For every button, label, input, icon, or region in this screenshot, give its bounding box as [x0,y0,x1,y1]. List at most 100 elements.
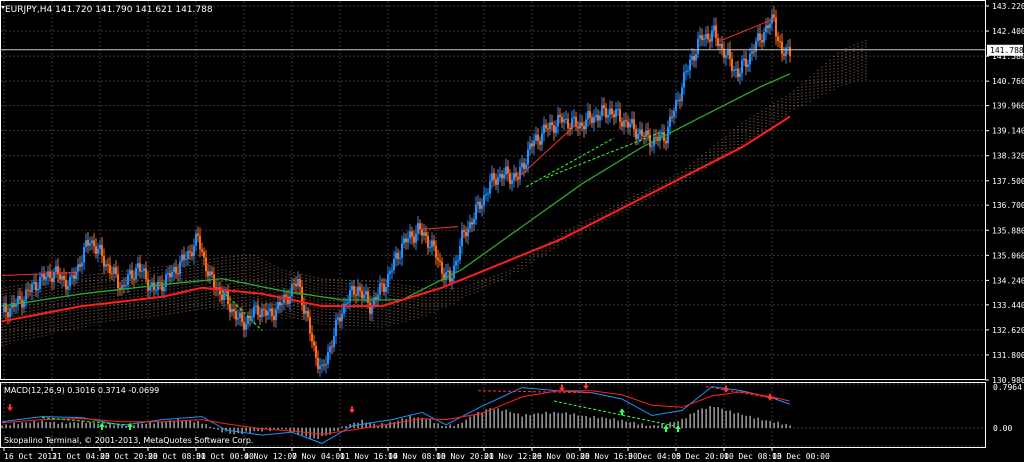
candle-body [735,68,737,71]
candle-body [563,119,565,123]
histogram-bar [97,423,99,428]
macd-axis: 0.7964 0.00 [993,383,1022,433]
price-tick-label: 131.800 [992,351,1024,360]
candle-body [179,261,181,275]
candle-body [607,114,609,118]
candle-body [257,305,259,316]
histogram-bar [625,421,627,428]
price-panel[interactable]: EURJPY,H4 141.720 141.790 141.621 141.78… [1,1,985,381]
candle-body [409,231,411,239]
histogram-bar [677,421,679,428]
histogram-bar [33,420,35,428]
candle-body [343,303,345,314]
candle-body [247,315,249,324]
candle-body [141,270,143,272]
candle-body [261,308,263,317]
candle-body [315,345,317,358]
candle-body [65,279,67,290]
collapse-triangle-icon[interactable] [1,6,5,9]
histogram-bar [237,427,239,434]
candle-body [113,267,115,274]
candle-body [273,315,275,321]
arrow-down-icon [583,382,589,390]
histogram-bar [365,422,367,428]
candle-body [117,274,119,289]
candle-body [419,223,421,230]
candle-body [83,246,85,263]
candle-body [287,296,289,304]
histogram-bar [413,417,415,428]
candle-body [535,134,537,141]
candle-body [43,273,45,280]
candle-body [209,271,211,276]
histogram-bar [573,413,575,428]
histogram-bar [373,423,375,428]
candle-body [353,286,355,295]
histogram-bar [169,420,171,428]
candle-body [291,283,293,297]
candle-body [81,262,83,267]
candle-body [423,232,425,236]
histogram-bar [605,417,607,428]
histogram-bar [433,423,435,428]
candle-body [479,201,481,209]
candle-body [97,248,99,254]
current-price-tag: 141.788 [987,44,1024,56]
candle-body [95,246,97,254]
candle-body [271,308,273,316]
price-tick-label: 135.880 [992,226,1024,235]
histogram-bar [45,421,47,428]
candle-body [281,303,283,306]
histogram-bar [589,417,591,428]
candle-body [387,273,389,288]
price-axis[interactable]: 143.220 142.400 141.580 140.760 139.960 139.1… [985,2,1024,385]
price-tick-label: 138.320 [992,152,1024,161]
candle-body [195,233,197,246]
candle-body [183,254,185,260]
histogram-bar [277,427,279,430]
candle-body [683,72,685,88]
histogram-bar [109,423,111,428]
candle-body [713,25,715,31]
candle-body [143,268,145,271]
candle-body [9,308,11,318]
trend-line [545,131,663,179]
candle-body [779,41,781,43]
histogram-bar [757,417,759,428]
candle-body [129,270,131,275]
histogram-bar [113,425,115,428]
candle-body [641,129,643,136]
histogram-bar [633,422,635,428]
candle-body [787,47,789,49]
candle-body [483,195,485,206]
candle-body [595,115,597,117]
candle-body [27,289,29,291]
candle-body [39,276,41,289]
candle-body [61,275,63,280]
candle-body [637,134,639,139]
histogram-bar [369,422,371,428]
histogram-bar [65,423,67,428]
candle-body [25,289,27,301]
candle-body [191,252,193,257]
candle-body [321,364,323,366]
candle-body [381,283,383,285]
macd-panel[interactable]: MACD(12,26,9) 0.3016 0.3714 -0.0699 Skop… [1,382,985,447]
histogram-bar [41,420,43,428]
histogram-bar [449,424,451,428]
candle-body [159,281,161,283]
histogram-bar [725,410,727,428]
candle-body [237,317,239,320]
candle-body [601,105,603,116]
arrow-down-icon [723,385,729,393]
arrow-up-icon [127,422,133,430]
candle-body [45,276,47,280]
candle-body [591,117,593,123]
histogram-bar [485,409,487,428]
candle-body [201,249,203,252]
histogram-bar [749,415,751,428]
candle-body [547,128,549,130]
candle-body [729,49,731,59]
